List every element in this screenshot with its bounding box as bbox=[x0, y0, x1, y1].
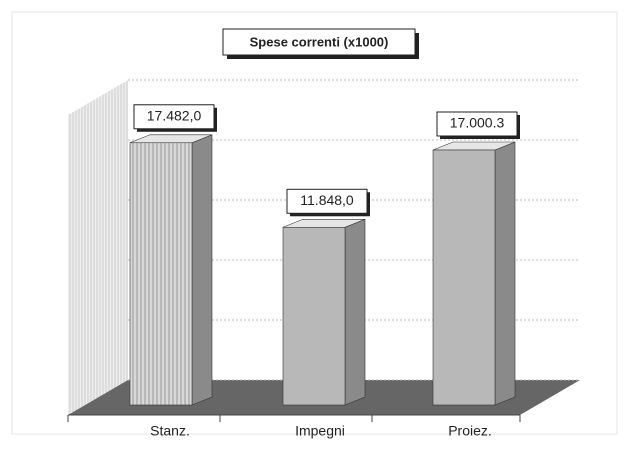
value-label-box bbox=[286, 188, 368, 214]
value-label: 11.848,0 bbox=[300, 192, 354, 208]
chart-title: Spese correnti (x1000) bbox=[250, 34, 389, 49]
bar bbox=[129, 142, 193, 406]
bar-group: 11.848,0 bbox=[282, 188, 370, 406]
side-wall bbox=[68, 80, 128, 415]
x-tick-label: Impegni bbox=[295, 423, 345, 439]
x-tick-label: Stanz. bbox=[150, 423, 190, 439]
value-label-box bbox=[133, 104, 215, 130]
value-label-box bbox=[436, 111, 518, 137]
value-label: 17.482,0 bbox=[147, 107, 202, 123]
bar-side bbox=[344, 218, 366, 406]
chart-frame bbox=[11, 11, 618, 435]
x-tick-label: Proiez. bbox=[448, 423, 492, 439]
value-label: 17.000.3 bbox=[450, 115, 505, 131]
bar-group: 17.482,0 bbox=[129, 104, 217, 406]
title-box bbox=[222, 28, 416, 56]
bar-group: 17.000.3 bbox=[432, 111, 520, 406]
bar bbox=[432, 149, 496, 406]
bar-side bbox=[191, 134, 213, 406]
bar bbox=[282, 226, 346, 406]
bar-side bbox=[494, 141, 516, 406]
